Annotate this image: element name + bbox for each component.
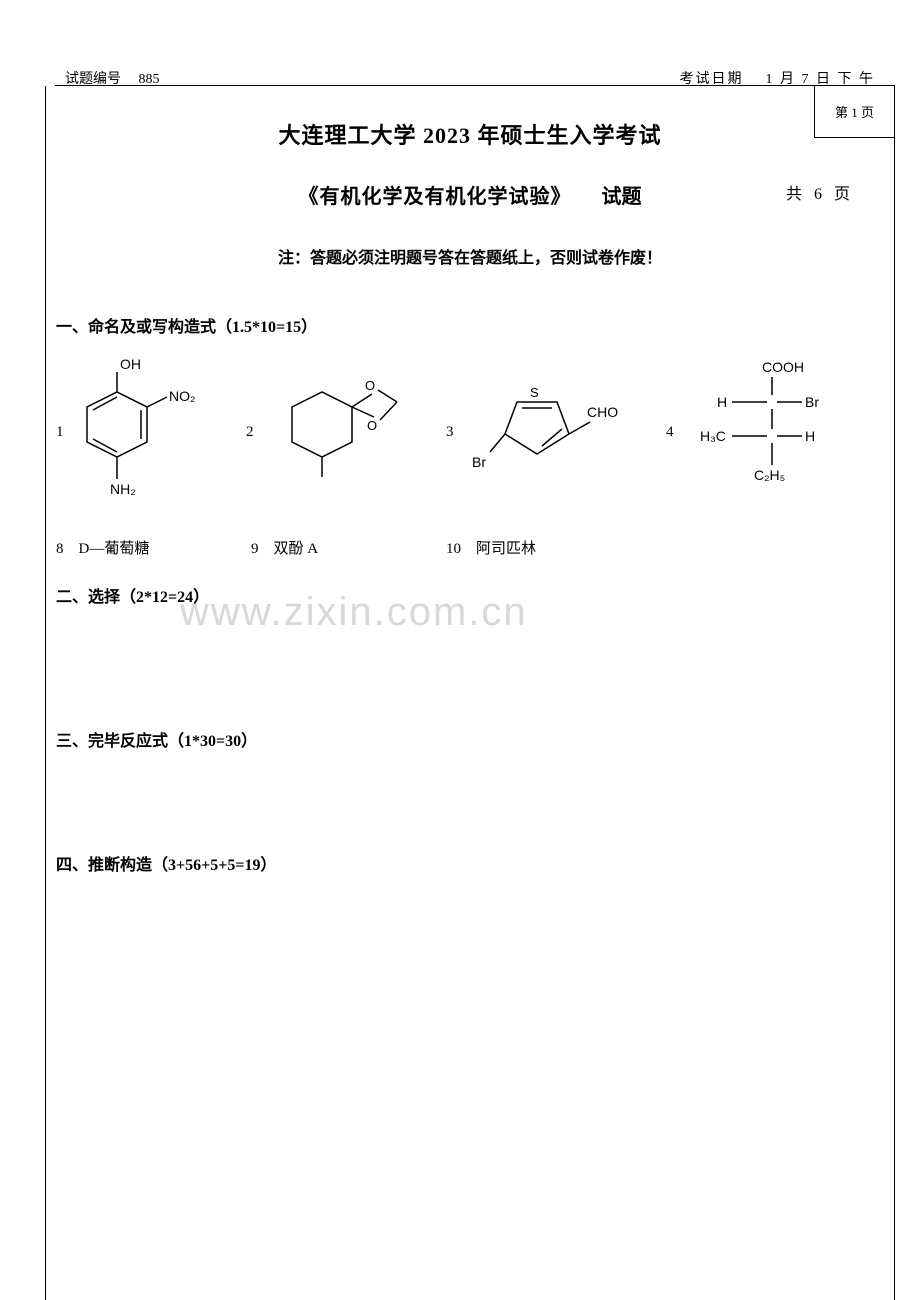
o1-label: O	[365, 378, 375, 393]
notice-text: 注：答题必须注明题号答在答题纸上，否则试卷作废！	[46, 244, 894, 268]
main-content-frame: 第 1 页 大连理工大学 2023 年硕士生入学考试 《有机化学及有机化学试验》…	[45, 86, 895, 1300]
structure-svg-1: OH NO₂ NH₂	[72, 357, 217, 507]
name-item-8: 8 D—葡萄糖	[56, 537, 251, 558]
header-date: 考试日期 1 月 7 日 下 午	[680, 68, 896, 85]
h1-label: H	[717, 394, 727, 410]
oh-label: OH	[120, 357, 141, 372]
h3c-label: H₃C	[700, 428, 726, 444]
name-text-10: 阿司匹林	[476, 537, 536, 558]
header-code-value: 885	[139, 72, 160, 86]
page-number-box: 第 1 页	[814, 86, 894, 138]
header-cutoff-row: 试题编号 885 考试日期 1 月 7 日 下 午	[55, 68, 895, 86]
structure-num-1: 1	[56, 424, 64, 441]
exam-label: 试题	[602, 180, 642, 209]
name-num-10: 10	[446, 541, 461, 558]
total-pages: 共 6 页	[786, 180, 854, 204]
structure-num-3: 3	[446, 424, 454, 441]
title-main: 大连理工大学 2023 年硕士生入学考试	[46, 118, 894, 150]
subtitle-text: 《有机化学及有机化学试验》	[299, 180, 572, 209]
structure-item-4: 4 COOH H Br H₃C H C₂H₅	[666, 357, 866, 507]
cooh-label: COOH	[762, 359, 804, 375]
cho-label: CHO	[587, 404, 618, 420]
name-item-9: 9 双酚 A	[251, 537, 446, 558]
name-num-8: 8	[56, 541, 64, 558]
structure-svg-3: S CHO Br	[462, 372, 637, 492]
structure-num-4: 4	[666, 424, 674, 441]
no2-label: NO₂	[169, 388, 195, 404]
header-code: 试题编号 885	[55, 68, 160, 85]
header-date-label: 考试日期	[680, 72, 744, 86]
section-3-heading: 三、完毕反应式（1*30=30）	[46, 727, 894, 751]
section-1-heading: 一、命名及或写构造式（1.5*10=15）	[46, 313, 894, 337]
o2-label: O	[367, 418, 377, 433]
name-num-9: 9	[251, 541, 259, 558]
names-row: 8 D—葡萄糖 9 双酚 A 10 阿司匹林	[46, 537, 894, 558]
h2-label: H	[805, 428, 815, 444]
name-item-10: 10 阿司匹林	[446, 537, 536, 558]
subtitle-row: 《有机化学及有机化学试验》 试题 共 6 页	[46, 180, 894, 209]
br-label: Br	[472, 454, 486, 470]
header-code-label: 试题编号	[65, 72, 121, 86]
structure-svg-4: COOH H Br H₃C H C₂H₅	[682, 357, 837, 507]
structure-item-2: 2 O O	[246, 372, 446, 492]
structure-num-2: 2	[246, 424, 254, 441]
s-label: S	[530, 385, 539, 400]
nh2-label: NH₂	[110, 481, 136, 497]
structure-svg-2: O O	[262, 372, 417, 492]
structure-item-1: 1 OH NO₂ NH₂	[56, 357, 246, 507]
c2h5-label: C₂H₅	[754, 467, 785, 483]
name-text-9: 双酚 A	[274, 537, 319, 558]
name-text-8: D—葡萄糖	[79, 537, 150, 558]
structure-item-3: 3 S CHO Br	[446, 372, 666, 492]
section-4-heading: 四、推断构造（3+56+5+5=19）	[46, 851, 894, 875]
section-2-heading: 二、选择（2*12=24）	[46, 583, 894, 607]
br2-label: Br	[805, 394, 819, 410]
structures-row: 1 OH NO₂ NH₂ 2 O O	[46, 357, 894, 507]
header-date-value: 1 月 7 日 下 午	[766, 72, 876, 86]
page-number-text: 第 1 页	[835, 102, 874, 121]
